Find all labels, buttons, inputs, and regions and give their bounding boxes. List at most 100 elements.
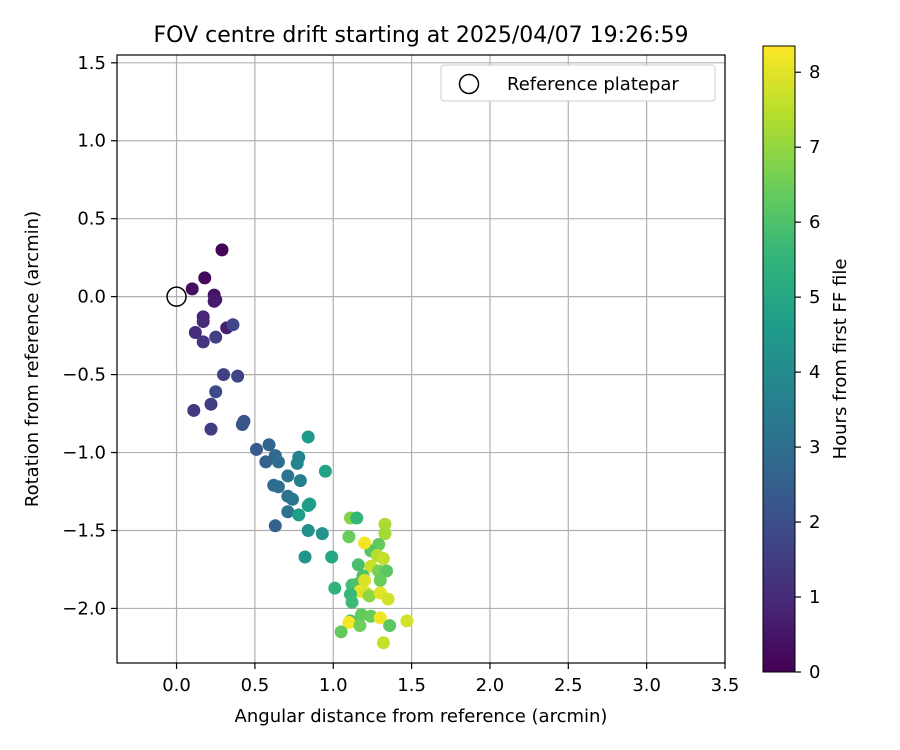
scatter-point: [318, 464, 332, 478]
scatter-point: [209, 330, 223, 344]
reference-platepar-point: [166, 286, 187, 307]
scatter-point: [373, 611, 387, 625]
colorbar-tick-label: 4: [809, 362, 820, 383]
y-tick-label: −0.5: [62, 365, 106, 386]
scatter-point: [204, 397, 218, 411]
colorbar-tick-label: 2: [809, 512, 820, 533]
scatter-point: [342, 615, 356, 629]
scatter-point: [207, 294, 221, 308]
scatter-point: [217, 368, 231, 382]
y-tick-label: 1.0: [77, 131, 106, 152]
x-tick-label: 1.0: [319, 675, 348, 696]
x-axis-label: Angular distance from reference (arcmin): [235, 706, 608, 727]
colorbar-tick-label: 0: [809, 662, 820, 683]
scatter-point: [325, 550, 339, 564]
scatter-point: [342, 530, 356, 544]
colorbar-tick-label: 1: [809, 587, 820, 608]
scatter-point: [378, 527, 392, 541]
scatter-point: [315, 527, 329, 541]
scatter-point: [268, 519, 282, 533]
scatter-point: [204, 422, 218, 436]
scatter-point: [301, 499, 315, 513]
scatter-point: [281, 469, 295, 483]
legend: Reference platepar: [440, 64, 716, 102]
y-axis-ticks: 1.5 1.0 0.5 0.0 −0.5 −1.0 −1.5 −2.0: [62, 53, 117, 619]
scatter-point: [376, 552, 390, 566]
x-tick-label: 1.5: [397, 675, 426, 696]
legend-box: [440, 64, 716, 102]
scatter-point: [380, 564, 394, 578]
scatter-point: [383, 619, 397, 633]
scatter-point: [334, 625, 348, 639]
scatter-point: [376, 636, 390, 650]
scatter-point: [358, 573, 372, 587]
scatter-point: [198, 271, 212, 285]
colorbar: 0 1 2 3 4 5 6 7 8 Hours from first FF file: [762, 45, 851, 683]
scatter-point: [290, 456, 304, 470]
scatter-point: [378, 517, 392, 531]
scatter-point: [353, 619, 367, 633]
scatter-point: [381, 592, 395, 606]
x-tick-label: 0.5: [241, 675, 270, 696]
scatter-point: [271, 480, 285, 494]
legend-label: Reference platepar: [507, 74, 679, 95]
scatter-point: [249, 442, 263, 456]
x-axis-ticks: 0.0 0.5 1.0 1.5 2.0 2.5 3.0 3.5: [162, 663, 739, 696]
reference-marker: [166, 286, 187, 307]
scatter-point: [328, 581, 342, 595]
scatter-point: [271, 455, 285, 469]
scatter-point: [362, 589, 376, 603]
y-tick-label: −1.5: [62, 520, 106, 541]
scatter-point: [262, 438, 276, 452]
scatter-point: [188, 325, 202, 339]
scatter-point: [345, 595, 359, 609]
scatter-point: [281, 505, 295, 519]
plot-frame: [116, 54, 726, 664]
scatter-point: [215, 243, 229, 257]
y-tick-label: 1.5: [77, 53, 106, 74]
x-tick-label: 2.5: [554, 675, 583, 696]
colorbar-label: Hours from first FF file: [830, 259, 851, 460]
scatter-point: [209, 385, 223, 399]
scatter-point: [373, 573, 387, 587]
scatter-point: [293, 474, 307, 488]
scatter-point: [286, 492, 300, 506]
scatter-point: [301, 523, 315, 537]
scatter-point: [351, 558, 365, 572]
colorbar-gradient: [762, 45, 796, 673]
colorbar-tick-label: 6: [809, 212, 820, 233]
scatter-point: [301, 430, 315, 444]
y-tick-label: −2.0: [62, 598, 106, 619]
scatter-point: [196, 335, 210, 349]
colorbar-ticks: 0 1 2 3 4 5 6 7 8: [795, 62, 820, 683]
colorbar-tick-label: 8: [809, 62, 820, 83]
scatter-point: [259, 455, 273, 469]
scatter-point: [235, 417, 249, 431]
scatter-point: [196, 315, 210, 329]
y-tick-label: 0.0: [77, 287, 106, 308]
chart-title: FOV centre drift starting at 2025/04/07 …: [154, 23, 689, 48]
x-tick-label: 0.0: [162, 675, 191, 696]
grid-lines: [117, 55, 726, 663]
legend-open-circle-icon: [458, 73, 480, 95]
scatter-point: [187, 403, 201, 417]
x-tick-label: 2.0: [476, 675, 505, 696]
colorbar-tick-label: 7: [809, 137, 820, 158]
data-points: [185, 243, 414, 650]
colorbar-tick-label: 5: [809, 287, 820, 308]
scatter-point: [185, 282, 199, 296]
scatter-point: [292, 508, 306, 522]
scatter-point: [231, 369, 245, 383]
y-tick-label: −1.0: [62, 443, 106, 464]
x-tick-label: 3.5: [711, 675, 740, 696]
y-axis-label: Rotation from reference (arcmin): [22, 211, 43, 507]
scatter-point: [350, 511, 364, 525]
scatter-point: [298, 550, 312, 564]
scatter-point: [400, 614, 414, 628]
scatter-point: [226, 318, 240, 332]
scatter-point: [358, 536, 372, 550]
colorbar-tick-label: 3: [809, 437, 820, 458]
y-tick-label: 0.5: [77, 209, 106, 230]
x-tick-label: 3.0: [632, 675, 661, 696]
